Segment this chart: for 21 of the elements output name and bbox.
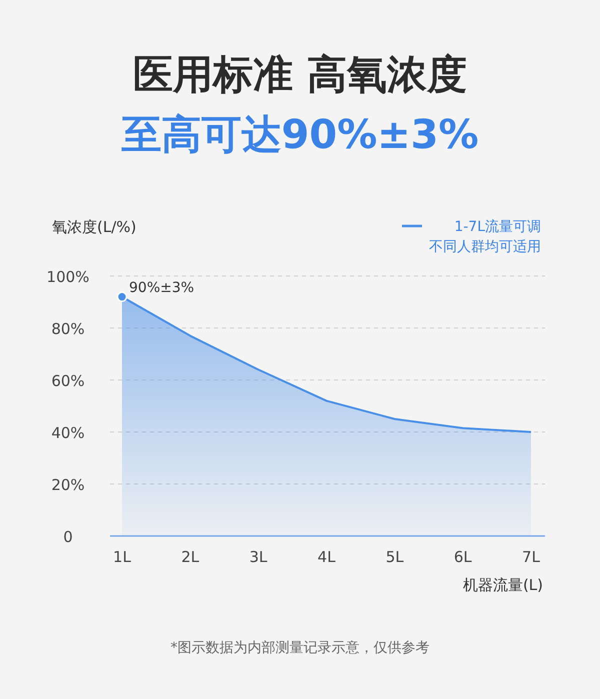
y-tick-label: 40%	[51, 424, 85, 442]
y-tick-label: 60%	[51, 372, 85, 390]
y-tick-label: 20%	[51, 476, 85, 494]
chart-subtitle: 至高可达90%±3%	[120, 112, 479, 158]
text: 不同人群均可适用	[429, 239, 541, 255]
text: *图示数据为内部测量记录示意，仅供参考	[170, 640, 430, 656]
x-tick-label: 2L	[181, 548, 200, 566]
x-tick-label: 3L	[249, 548, 268, 566]
x-tick-label: 5L	[386, 548, 404, 566]
annotation: 90%±3%	[129, 280, 194, 296]
x-tick-label: 1L	[113, 548, 132, 566]
y-tick-label: 80%	[51, 320, 85, 338]
y-tick-label: 100%	[46, 268, 90, 286]
chart-title: 医用标准 高氧浓度	[133, 52, 467, 98]
x-tick-label: 4L	[318, 548, 336, 566]
legend-label: 1-7L流量可调	[454, 219, 541, 235]
y-axis-title: 氧浓度(L/%)	[52, 218, 136, 236]
x-tick-label: 6L	[454, 548, 472, 566]
x-axis-title: 机器流量(L)	[462, 576, 543, 594]
x-tick-label: 7L	[522, 548, 541, 566]
y-tick-label: 0	[63, 528, 73, 546]
